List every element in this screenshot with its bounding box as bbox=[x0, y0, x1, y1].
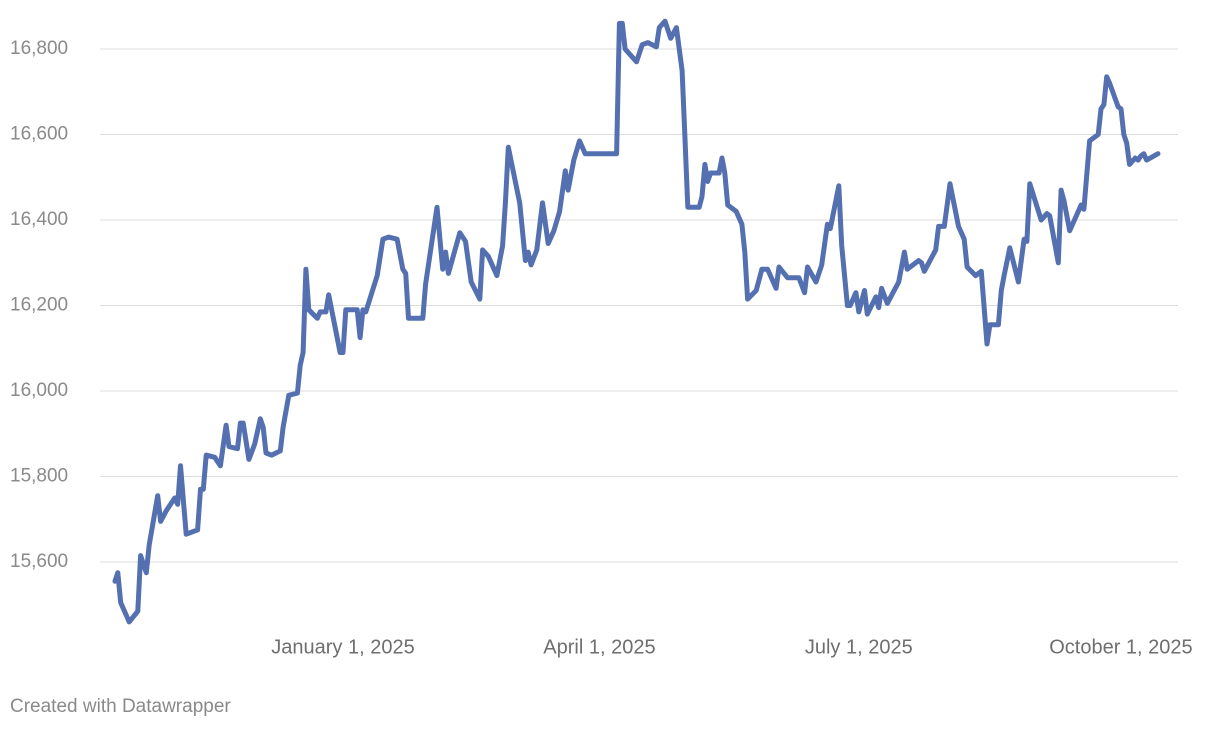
x-tick-label: October 1, 2025 bbox=[1049, 636, 1192, 658]
x-tick-label: January 1, 2025 bbox=[271, 636, 414, 658]
x-tick-label: April 1, 2025 bbox=[543, 636, 655, 658]
y-tick-label: 16,400 bbox=[10, 209, 68, 230]
y-tick-label: 16,000 bbox=[10, 380, 68, 401]
y-tick-label: 15,600 bbox=[10, 551, 68, 572]
y-tick-label: 16,600 bbox=[10, 124, 68, 145]
y-tick-label: 16,800 bbox=[10, 38, 68, 59]
line bbox=[112, 18, 1161, 625]
y-tick-label: 15,800 bbox=[10, 466, 68, 487]
credit: Created with Datawrapper bbox=[10, 696, 231, 717]
x-tick-label: July 1, 2025 bbox=[805, 636, 913, 658]
y-tick-label: 16,200 bbox=[10, 295, 68, 316]
